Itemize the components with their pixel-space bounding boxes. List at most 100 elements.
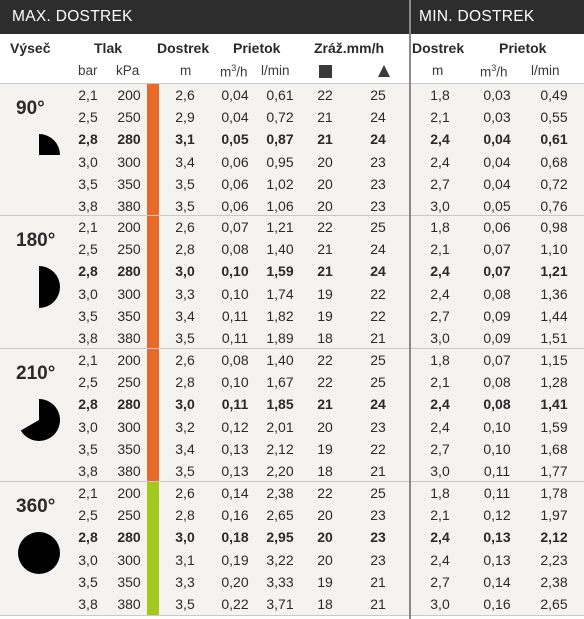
cell-dostrek: 3,5 — [175, 330, 195, 346]
cell-lmin: 2,95 — [266, 529, 294, 546]
cell-min-dostrek: 1,8 — [430, 485, 450, 501]
cell-min-lmin: 1,59 — [540, 418, 568, 435]
cell-bar: 2,5 — [78, 241, 98, 258]
cell-min-m3h: 0,14 — [483, 573, 511, 590]
col-prietok: Prietok — [233, 40, 281, 56]
table-bottom-line — [0, 615, 584, 617]
cell-zraz-triangle: 23 — [370, 418, 386, 435]
cell-min-m3h: 0,07 — [483, 241, 511, 258]
sector-angle: 360° — [16, 496, 56, 517]
cell-min-lmin: 0,61 — [540, 131, 568, 148]
cell-min-lmin: 2,38 — [540, 573, 568, 590]
sector-angle: 90° — [16, 98, 45, 119]
cell-min-m3h: 0,10 — [483, 418, 511, 435]
cell-min-lmin: 2,65 — [540, 596, 568, 612]
col-zraz: Zráž.mm/h — [314, 40, 385, 56]
cell-kpa: 380 — [117, 198, 141, 214]
cell-kpa: 280 — [117, 263, 141, 280]
cell-zraz-triangle: 23 — [370, 175, 386, 192]
cell-m3h: 0,10 — [221, 285, 249, 302]
cell-min-lmin: 1,68 — [540, 440, 568, 457]
cell-min-m3h: 0,04 — [483, 131, 511, 148]
unit-bar: bar — [78, 63, 98, 78]
cell-min-dostrek: 2,4 — [430, 529, 450, 546]
cell-bar: 2,5 — [78, 374, 98, 391]
cell-m3h: 0,10 — [221, 374, 249, 391]
cell-zraz-triangle: 25 — [370, 87, 386, 103]
cell-kpa: 380 — [117, 596, 141, 612]
cell-kpa: 350 — [117, 573, 141, 590]
cell-kpa: 380 — [117, 463, 141, 479]
cell-m3h: 0,11 — [221, 396, 249, 413]
cell-m3h: 0,06 — [221, 198, 249, 214]
unit-m: m — [180, 63, 192, 78]
col-dostrek: Dostrek — [157, 40, 210, 56]
cell-zraz-square: 19 — [317, 307, 333, 324]
cell-dostrek: 2,6 — [175, 485, 195, 501]
cell-min-dostrek: 3,0 — [430, 463, 450, 479]
cell-dostrek: 3,5 — [175, 175, 195, 192]
cell-bar: 2,1 — [78, 219, 98, 235]
cell-dostrek: 2,8 — [175, 507, 195, 524]
cell-bar: 3,5 — [78, 440, 98, 457]
max-dostrek-title: MAX. DOSTREK — [12, 8, 133, 25]
cell-kpa: 200 — [117, 352, 141, 368]
cell-bar: 3,5 — [78, 307, 98, 324]
cell-dostrek: 3,5 — [175, 596, 195, 612]
pressure-color-bar — [147, 84, 159, 218]
cell-min-lmin: 1,15 — [540, 352, 568, 368]
cell-bar: 3,0 — [78, 153, 98, 170]
cell-zraz-square: 21 — [317, 109, 333, 126]
cell-bar: 3,8 — [78, 596, 98, 612]
cell-zraz-triangle: 24 — [370, 396, 386, 413]
cell-zraz-square: 20 — [317, 529, 333, 546]
cell-bar: 2,1 — [78, 485, 98, 501]
pressure-color-bar — [147, 482, 159, 616]
cell-kpa: 300 — [117, 551, 141, 568]
cell-zraz-triangle: 24 — [370, 241, 386, 258]
cell-zraz-triangle: 22 — [370, 285, 386, 302]
unit-lmin: l/min — [261, 63, 290, 78]
cell-min-lmin: 0,98 — [540, 219, 568, 235]
cell-m3h: 0,08 — [221, 352, 249, 368]
cell-lmin: 1,67 — [266, 374, 294, 391]
cell-min-m3h: 0,04 — [483, 175, 511, 192]
cell-min-lmin: 1,77 — [540, 463, 568, 479]
square-icon — [319, 65, 332, 78]
cell-min-dostrek: 2,4 — [430, 285, 450, 302]
cell-zraz-square: 22 — [317, 374, 333, 391]
cell-zraz-square: 20 — [317, 198, 333, 214]
cell-min-m3h: 0,08 — [483, 396, 511, 413]
cell-zraz-triangle: 23 — [370, 551, 386, 568]
cell-m3h: 0,08 — [221, 241, 249, 258]
cell-bar: 3,5 — [78, 175, 98, 192]
cell-zraz-square: 19 — [317, 285, 333, 302]
max-dostrek-header: MAX. DOSTREK — [0, 0, 409, 34]
cell-kpa: 250 — [117, 507, 141, 524]
cell-lmin: 3,22 — [266, 551, 294, 568]
cell-zraz-square: 18 — [317, 596, 333, 612]
cell-kpa: 250 — [117, 241, 141, 258]
cell-min-m3h: 0,08 — [483, 374, 511, 391]
cell-min-lmin: 0,49 — [540, 87, 568, 103]
cell-min-dostrek: 2,1 — [430, 241, 450, 258]
cell-min-dostrek: 2,4 — [430, 131, 450, 148]
cell-dostrek: 3,2 — [175, 418, 195, 435]
cell-zraz-square: 20 — [317, 175, 333, 192]
cell-m3h: 0,05 — [221, 131, 249, 148]
cell-zraz-square: 22 — [317, 87, 333, 103]
cell-lmin: 1,85 — [266, 396, 294, 413]
cell-dostrek: 2,8 — [175, 374, 195, 391]
cell-min-lmin: 2,23 — [540, 551, 568, 568]
cell-min-lmin: 1,44 — [540, 307, 568, 324]
cell-lmin: 0,72 — [266, 109, 294, 126]
cell-zraz-square: 22 — [317, 485, 333, 501]
cell-kpa: 280 — [117, 396, 141, 413]
cell-min-lmin: 0,76 — [540, 198, 568, 214]
cell-m3h: 0,07 — [221, 219, 249, 235]
cell-zraz-square: 21 — [317, 131, 333, 148]
group-band-mid — [159, 84, 409, 218]
cell-lmin: 2,38 — [266, 485, 294, 501]
cell-m3h: 0,04 — [221, 87, 249, 103]
col-tlak: Tlak — [94, 40, 123, 56]
